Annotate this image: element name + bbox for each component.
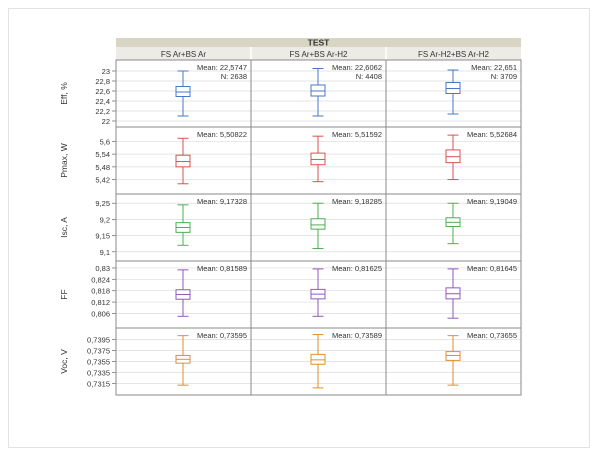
row-ylabel: FF [59,289,69,299]
y-tick-label: 0,7335 [87,369,110,378]
mean-label: Mean: 22,5747 [197,63,247,72]
category-label: FS Ar+BS Ar [161,50,206,59]
category-label: FS Ar+BS Ar-H2 [289,50,348,59]
mean-label: Mean: 9,17328 [197,197,247,206]
y-tick-label: 9,1 [100,248,110,257]
y-tick-label: 9,15 [95,232,110,241]
chart-frame: TEST FS Ar+BS Ar FS Ar+BS Ar-H2 FS Ar-H2+BS… [8,8,590,448]
row-ylabel: Isc, A [59,217,69,238]
mean-label: Mean: 9,19049 [467,197,517,206]
y-tick-label: 22,8 [95,77,110,86]
y-tick-label: 0,818 [91,287,110,296]
category-band [116,47,521,60]
y-tick-label: 22,6 [95,87,110,96]
y-tick-label: 22 [102,117,110,126]
mean-label: Mean: 0,81645 [467,264,517,273]
boxplot-grid-chart: TEST FS Ar+BS Ar FS Ar+BS Ar-H2 FS Ar-H2+BS… [59,38,522,396]
y-tick-label: 0,7395 [87,336,110,345]
mean-label: Mean: 0,73655 [467,331,517,340]
row-ylabel: Pmax, W [59,143,69,177]
panel-border [385,327,522,396]
y-tick-label: 9,25 [95,199,110,208]
category-label: FS Ar-H2+BS Ar-H2 [418,50,489,59]
mean-label: Mean: 9,18285 [332,197,382,206]
mean-label: Mean: 0,81625 [332,264,382,273]
mean-label: Mean: 5,50822 [197,130,247,139]
mean-label: Mean: 0,73595 [197,331,247,340]
y-tick-label: 9,2 [100,215,110,224]
mean-label: Mean: 0,81589 [197,264,247,273]
box-iqr [175,154,191,168]
n-label: N: 4408 [356,72,382,81]
y-tick-label: 5,54 [95,150,110,159]
mean-label: Mean: 0,73589 [332,331,382,340]
y-tick-label: 0,806 [91,309,110,318]
y-tick-label: 0,812 [91,298,110,307]
y-tick-label: 23 [102,67,110,76]
row-ylabel: Voc, V [59,349,69,374]
mean-label: Mean: 5,51592 [332,130,382,139]
mean-label: Mean: 22,651 [471,63,517,72]
y-tick-label: 0,7375 [87,347,110,356]
box-iqr [310,353,326,365]
y-tick-label: 5,6 [100,137,110,146]
n-label: N: 2638 [221,72,247,81]
header-band [116,38,521,47]
y-tick-label: 22,2 [95,107,110,116]
n-label: N: 3709 [491,72,517,81]
mean-label: Mean: 22,6062 [332,63,382,72]
y-tick-label: 0,83 [95,264,110,273]
row-ylabel: Eff, % [59,82,69,105]
box-iqr [310,152,326,166]
box-iqr [310,218,326,230]
y-tick-label: 5,42 [95,176,110,185]
y-tick-label: 0,7355 [87,358,110,367]
y-tick-label: 22,4 [95,97,110,106]
y-tick-label: 5,48 [95,163,110,172]
y-tick-label: 0,7315 [87,380,110,389]
header-title: TEST [308,38,331,48]
mean-label: Mean: 5,52684 [467,130,517,139]
y-tick-label: 0,824 [91,275,110,284]
box-iqr [445,351,461,361]
